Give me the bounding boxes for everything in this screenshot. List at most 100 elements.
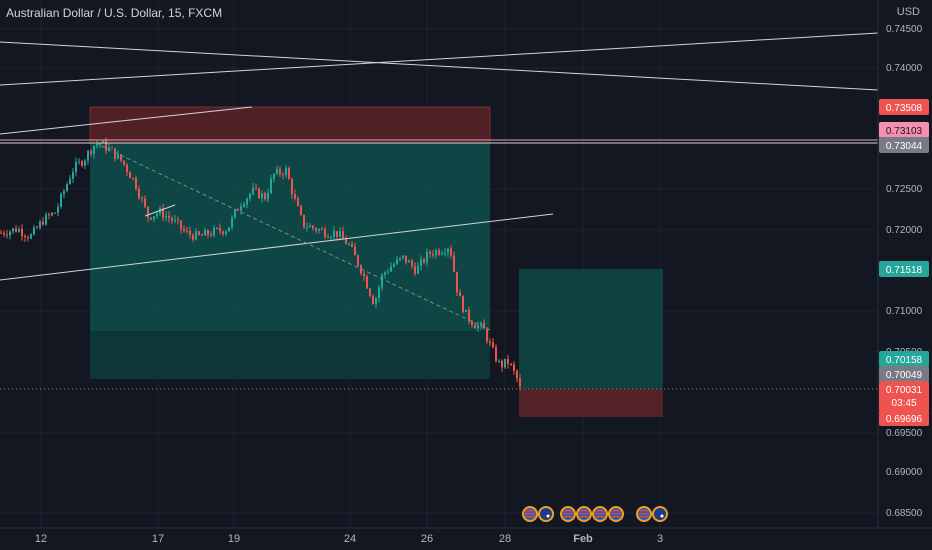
candle-body [69, 178, 71, 185]
y-tick: 0.71000 [886, 306, 923, 317]
candle-body [498, 360, 500, 362]
candle-body [321, 229, 323, 231]
candle-body [12, 228, 14, 232]
candle-body [402, 255, 404, 258]
candle-body [111, 147, 113, 149]
currency-label[interactable]: USD [896, 6, 920, 18]
candle-body [471, 321, 473, 326]
candle-body [24, 235, 26, 238]
candle-body [27, 237, 29, 239]
y-tick: 0.69000 [886, 467, 923, 478]
candle-body [390, 266, 392, 272]
candle-body [432, 254, 434, 256]
candle-body [168, 215, 170, 219]
australia-flag-icon[interactable] [538, 506, 554, 522]
candle-body [273, 173, 275, 179]
candle-body [336, 231, 338, 237]
dashed-trade-line[interactable] [94, 142, 491, 331]
candle-body [90, 150, 92, 154]
candle-body [309, 225, 311, 228]
time-axis[interactable] [0, 528, 932, 550]
candle-body [408, 260, 410, 263]
candle-body [45, 214, 47, 225]
candle-body [162, 208, 164, 218]
candle-body [264, 193, 266, 200]
stop-zone-first[interactable] [89, 106, 491, 144]
y-tick: 0.72000 [886, 225, 923, 236]
candle-body [351, 243, 353, 247]
candle-body [213, 227, 215, 236]
candle-body [303, 214, 305, 228]
price-tags: 0.73508 0.73103 0.73044 0.71518 0.70158 … [879, 99, 929, 426]
candle-body [195, 231, 197, 240]
candle-body [276, 168, 278, 174]
candle-body [207, 230, 209, 235]
us-flag-icon[interactable] [576, 506, 592, 522]
candle-body [474, 325, 476, 329]
candle-body [75, 162, 77, 173]
candle-body [9, 231, 11, 236]
y-tick: 0.74500 [886, 24, 923, 35]
candle-body [513, 364, 515, 371]
us-flag-icon[interactable] [592, 506, 608, 522]
us-flag-icon[interactable] [636, 506, 652, 522]
short-segment[interactable] [144, 204, 176, 217]
trend-lines[interactable] [0, 32, 879, 331]
candle-body [54, 212, 56, 214]
candle-body [66, 184, 68, 192]
candle-body [417, 265, 419, 274]
candle-body [501, 360, 503, 368]
trendline-ascending-top[interactable] [0, 32, 879, 86]
candle-body [120, 154, 122, 161]
trendline-channel-lower[interactable] [0, 213, 554, 281]
price-tag-green-mid [879, 261, 929, 277]
candle-body [108, 147, 110, 151]
candle-body [312, 225, 314, 229]
candle-body [189, 230, 191, 235]
candle-body [369, 288, 371, 296]
candle-body [270, 178, 272, 193]
candle-body [426, 251, 428, 263]
profit-zone-first-lower[interactable] [90, 331, 490, 379]
x-tick: 17 [152, 533, 164, 545]
price-tag-text: 0.70158 [886, 355, 923, 366]
candle-body [330, 236, 332, 238]
candle-body [138, 188, 140, 198]
us-flag-icon[interactable] [522, 506, 538, 522]
candle-body [105, 141, 107, 151]
stop-zone-second[interactable] [519, 389, 663, 417]
candle-body [141, 197, 143, 199]
candle-body [249, 193, 251, 199]
symbol-title[interactable]: Australian Dollar / U.S. Dollar, 15, FXC… [6, 6, 223, 20]
profit-zone-second[interactable] [519, 269, 663, 389]
candle-body [387, 271, 389, 273]
candle-body [63, 191, 65, 194]
trendline-channel-upper[interactable] [0, 106, 253, 135]
australia-flag-icon[interactable] [652, 506, 668, 522]
candle-body [96, 144, 98, 146]
candle-body [372, 295, 374, 305]
us-flag-icon[interactable] [608, 506, 624, 522]
economic-events[interactable] [522, 506, 668, 522]
candle-body [300, 206, 302, 215]
candle-body [6, 234, 8, 236]
candle-body [348, 243, 350, 245]
candle-body [375, 298, 377, 305]
price-tag-text: 0.71518 [886, 265, 923, 276]
trendline-descending[interactable] [0, 41, 879, 91]
candle-body [423, 259, 425, 263]
candle-body [468, 309, 470, 322]
candle-body [156, 213, 158, 217]
candle-body [99, 143, 101, 145]
price-tag-text: 0.70031 [886, 385, 923, 396]
candle-body [33, 227, 35, 235]
candle-body [180, 220, 182, 229]
x-tick: 28 [499, 533, 511, 545]
candle-body [240, 206, 242, 211]
candle-body [18, 228, 20, 232]
candle-body [126, 164, 128, 173]
price-tag-text: 0.69696 [886, 414, 923, 425]
us-flag-icon[interactable] [560, 506, 576, 522]
x-tick: 12 [35, 533, 47, 545]
